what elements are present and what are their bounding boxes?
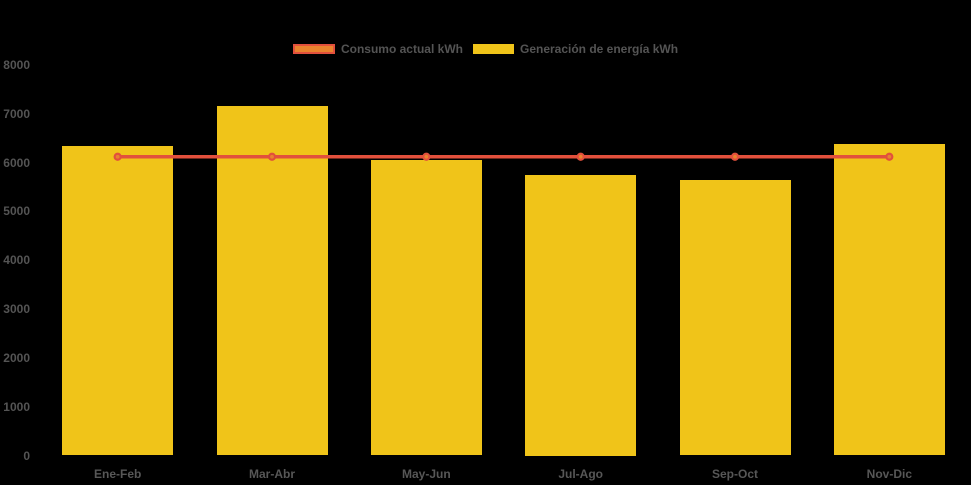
x-axis-category-label: Jul-Ago: [558, 467, 603, 481]
legend-item-consumo[interactable]: Consumo actual kWh: [292, 42, 463, 56]
consumo-point[interactable]: [113, 152, 122, 161]
generacion-bar[interactable]: [679, 179, 791, 456]
x-axis-category-label: Nov-Dic: [866, 467, 912, 481]
generacion-bar[interactable]: [525, 174, 637, 456]
y-axis-tick-label: 8000: [3, 58, 30, 72]
x-axis-category-label: Mar-Abr: [248, 467, 295, 481]
generacion-bar[interactable]: [370, 159, 482, 456]
y-axis-tick-label: 4000: [3, 253, 30, 268]
legend-item-generacion[interactable]: Generación de energía kWh: [472, 42, 679, 56]
generacion-swatch-icon: [472, 44, 514, 54]
generacion-bar[interactable]: [62, 145, 174, 456]
y-axis-tick-label: 1000: [3, 399, 30, 414]
consumo-point[interactable]: [267, 152, 277, 161]
consumo-swatch-icon: [292, 44, 335, 54]
y-axis-tick-label: 6000: [3, 155, 30, 170]
consumo-point[interactable]: [422, 152, 431, 161]
y-axis-tick-label: 2000: [3, 350, 30, 365]
x-axis-category-label: May-Jun: [401, 467, 451, 481]
generacion-bar[interactable]: [216, 105, 328, 456]
y-axis-tick-label: 5000: [3, 204, 30, 219]
consumo-point[interactable]: [885, 152, 894, 161]
legend-label-consumo: Consumo actual kWh: [340, 42, 463, 56]
consumo-point[interactable]: [730, 152, 740, 161]
y-axis-tick-label: 3000: [3, 302, 30, 317]
x-axis-category-label: Sep-Oct: [711, 467, 758, 481]
generacion-bar[interactable]: [833, 144, 945, 456]
legend: Consumo actual kWh Generación de energía…: [0, 42, 971, 56]
y-axis-tick-label: 0: [23, 448, 30, 463]
x-axis-category-label: Ene-Feb: [93, 467, 142, 481]
y-axis-tick-label: 7000: [3, 106, 30, 121]
legend-label-generacion: Generación de energía kWh: [519, 42, 679, 56]
consumo-point[interactable]: [576, 152, 585, 161]
